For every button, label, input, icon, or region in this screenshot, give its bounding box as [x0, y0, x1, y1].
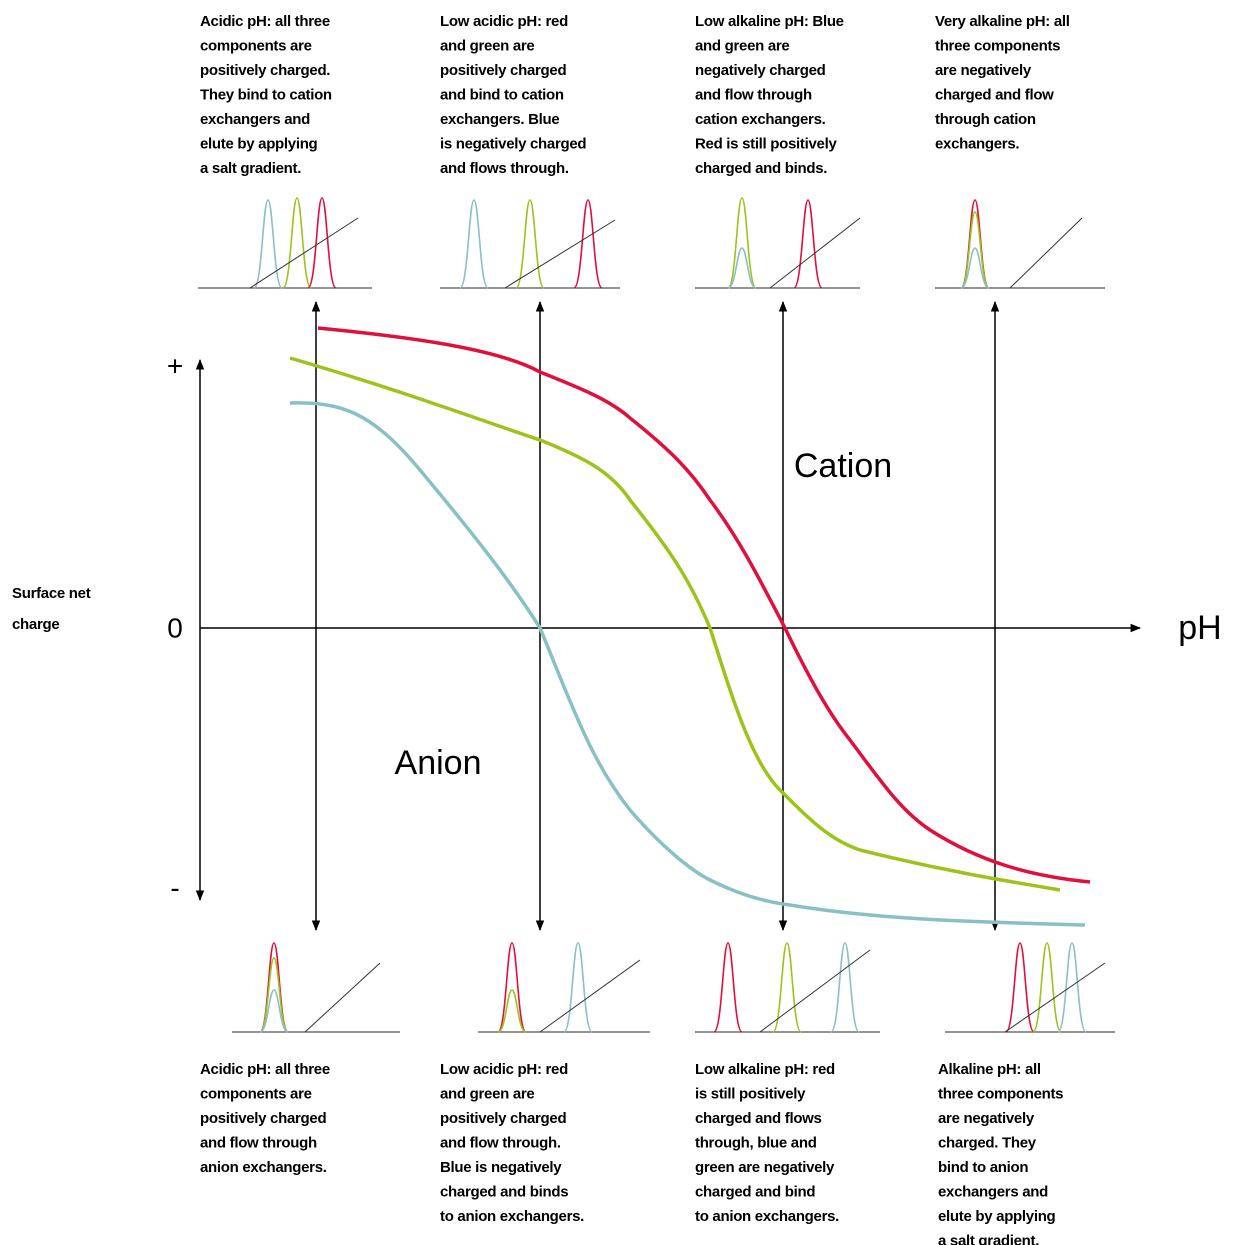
caption-line: anion exchangers. — [200, 1159, 327, 1176]
caption-line: elute by applying — [938, 1208, 1056, 1225]
peak — [497, 942, 527, 1033]
caption-line: and green are — [695, 37, 789, 54]
red-curve — [317, 326, 1091, 884]
x-axis-label: pH — [1178, 609, 1221, 647]
caption-line: cation exchangers. — [695, 111, 826, 128]
peak — [1057, 942, 1087, 1033]
caption-line: and bind to cation — [440, 86, 564, 103]
zero-label: 0 — [167, 612, 183, 643]
peak — [259, 989, 289, 1033]
caption-line: positively charged — [440, 62, 566, 79]
caption-line: to anion exchangers. — [440, 1208, 584, 1225]
caption-line: to anion exchangers. — [695, 1208, 839, 1225]
gradient-line — [249, 217, 359, 289]
anion-label: Anion — [395, 744, 482, 782]
peak — [772, 942, 802, 1033]
peak — [727, 247, 757, 289]
caption-line: bind to anion — [938, 1159, 1028, 1176]
caption-line: charged and flow — [935, 86, 1054, 103]
peak — [1032, 942, 1062, 1033]
gradient-line — [769, 217, 861, 289]
green-curve — [289, 356, 1061, 892]
peak — [1005, 942, 1035, 1033]
caption-line: elute by applying — [200, 135, 318, 152]
caption-line: a salt gradient. — [200, 160, 301, 177]
gradient-line — [759, 949, 871, 1033]
caption-line: exchangers. — [935, 135, 1019, 152]
caption-line: and green are — [440, 1085, 534, 1102]
peak — [253, 199, 283, 289]
peak — [793, 199, 823, 289]
peak — [727, 197, 757, 289]
peak — [960, 211, 990, 289]
caption-line: Low alkaline pH: Blue — [695, 13, 844, 30]
caption-line: exchangers. Blue — [440, 111, 559, 128]
caption-line: through cation — [935, 111, 1036, 128]
caption-line: a salt gradient. — [938, 1232, 1039, 1245]
caption-line: Very alkaline pH: all — [935, 13, 1070, 30]
caption-line: positively charged. — [200, 62, 330, 79]
caption-line: positively charged — [200, 1110, 326, 1127]
caption-line: are negatively — [938, 1110, 1035, 1127]
caption-line: exchangers and — [200, 111, 310, 128]
caption-line: Low acidic pH: red — [440, 1061, 568, 1078]
caption-line: exchangers and — [938, 1183, 1048, 1200]
peak — [459, 199, 489, 289]
caption-line: three components — [935, 37, 1060, 54]
gradient-line — [504, 219, 616, 289]
y-axis-label: Surface net — [12, 585, 91, 602]
peak — [573, 199, 603, 289]
peak — [282, 197, 312, 289]
peak — [259, 957, 289, 1033]
caption-line: components are — [200, 37, 312, 54]
caption-line: charged and flows — [695, 1110, 822, 1127]
caption-line: and flows through. — [440, 160, 569, 177]
caption-line: through, blue and — [695, 1134, 817, 1151]
peak — [960, 247, 990, 289]
caption-line: Low alkaline pH: red — [695, 1061, 835, 1078]
caption-line: charged and bind — [695, 1183, 815, 1200]
caption-line: and flow through — [695, 86, 812, 103]
gradient-line — [1009, 217, 1083, 289]
peak — [497, 989, 527, 1033]
cation-label: Cation — [794, 447, 892, 485]
gradient-line — [304, 962, 381, 1033]
caption-line: and green are — [440, 37, 534, 54]
caption-line: positively charged — [440, 1110, 566, 1127]
caption-line: are negatively — [935, 62, 1032, 79]
caption-line: charged and binds. — [695, 160, 827, 177]
caption-line: green are negatively — [695, 1159, 835, 1176]
caption-line: is negatively charged — [440, 135, 586, 152]
chromatograms — [198, 197, 1115, 1033]
caption-line: Acidic pH: all three — [200, 1061, 330, 1078]
peak — [307, 197, 337, 289]
caption-line: Acidic pH: all three — [200, 13, 330, 30]
caption-line: negatively charged — [695, 62, 826, 79]
caption-line: They bind to cation — [200, 86, 332, 103]
caption-line: components are — [200, 1085, 312, 1102]
blue-curve — [289, 401, 1086, 927]
plus-label: + — [167, 350, 183, 381]
caption-line: is still positively — [695, 1085, 806, 1102]
peak — [563, 942, 593, 1033]
caption-line: charged. They — [938, 1134, 1037, 1151]
caption-line: Red is still positively — [695, 135, 837, 152]
caption-line: three components — [938, 1085, 1063, 1102]
caption-line: and flow through. — [440, 1134, 561, 1151]
y-axis-label: charge — [12, 616, 59, 633]
gradient-line — [539, 959, 641, 1033]
minus-label: - — [170, 872, 179, 903]
peak — [713, 942, 743, 1033]
caption-line: Alkaline pH: all — [938, 1061, 1041, 1078]
caption-line: charged and binds — [440, 1183, 568, 1200]
caption-line: and flow through — [200, 1134, 317, 1151]
caption-line: Low acidic pH: red — [440, 13, 568, 30]
peak — [515, 199, 545, 289]
gradient-line — [1004, 962, 1106, 1033]
caption-line: Blue is negatively — [440, 1159, 562, 1176]
peak — [830, 942, 860, 1033]
